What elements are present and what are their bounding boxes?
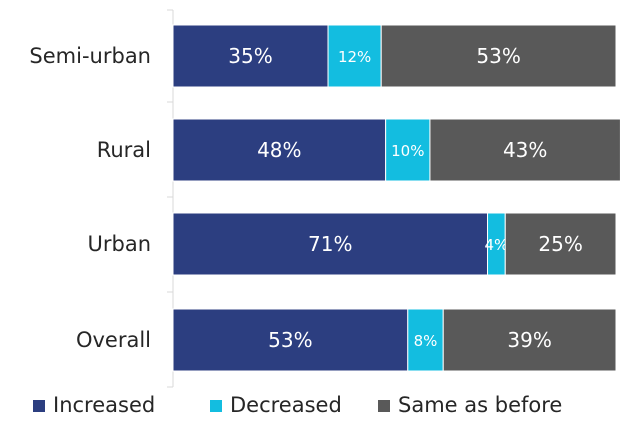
legend-swatch — [378, 400, 390, 412]
axis-layer: Semi-urban Rural Urban Overall — [29, 9, 174, 388]
data-label: 43% — [503, 138, 547, 162]
bar-segment-increased — [172, 308, 409, 372]
bar-segment-decreased — [385, 118, 431, 182]
bar-segment-same-as-before — [429, 118, 621, 182]
data-label: 71% — [308, 232, 352, 256]
bar-segment-increased — [172, 118, 387, 182]
data-label: 4% — [484, 236, 508, 254]
data-label: 8% — [414, 332, 438, 350]
category-label: Overall — [76, 328, 151, 352]
data-label: 10% — [391, 142, 424, 160]
bar-segment-increased — [172, 212, 489, 276]
legend-swatch — [210, 400, 222, 412]
bar-segment-increased — [172, 24, 329, 88]
bar-segment-same-as-before — [442, 308, 617, 372]
legend: Increased Decreased Same as before — [33, 393, 562, 417]
bars-layer: 35% 12% 53% 48% 10% 43% 71% 4% 25% 53% 8% 39% — [172, 24, 621, 372]
bar-segment-decreased — [407, 308, 444, 372]
category-label: Urban — [87, 232, 151, 256]
data-label: 53% — [476, 44, 520, 68]
data-label: 39% — [507, 328, 551, 352]
legend-label: Same as before — [398, 393, 562, 417]
data-label: 12% — [338, 48, 371, 66]
category-label: Rural — [97, 138, 151, 162]
legend-label: Decreased — [230, 393, 342, 417]
data-label: 25% — [538, 232, 582, 256]
bar-segment-same-as-before — [504, 212, 617, 276]
category-label: Semi-urban — [29, 44, 151, 68]
bar-segment-same-as-before — [380, 24, 617, 88]
legend-swatch — [33, 400, 45, 412]
data-label: 48% — [257, 138, 301, 162]
data-label: 53% — [268, 328, 312, 352]
legend-label: Increased — [53, 393, 155, 417]
data-label: 35% — [228, 44, 272, 68]
